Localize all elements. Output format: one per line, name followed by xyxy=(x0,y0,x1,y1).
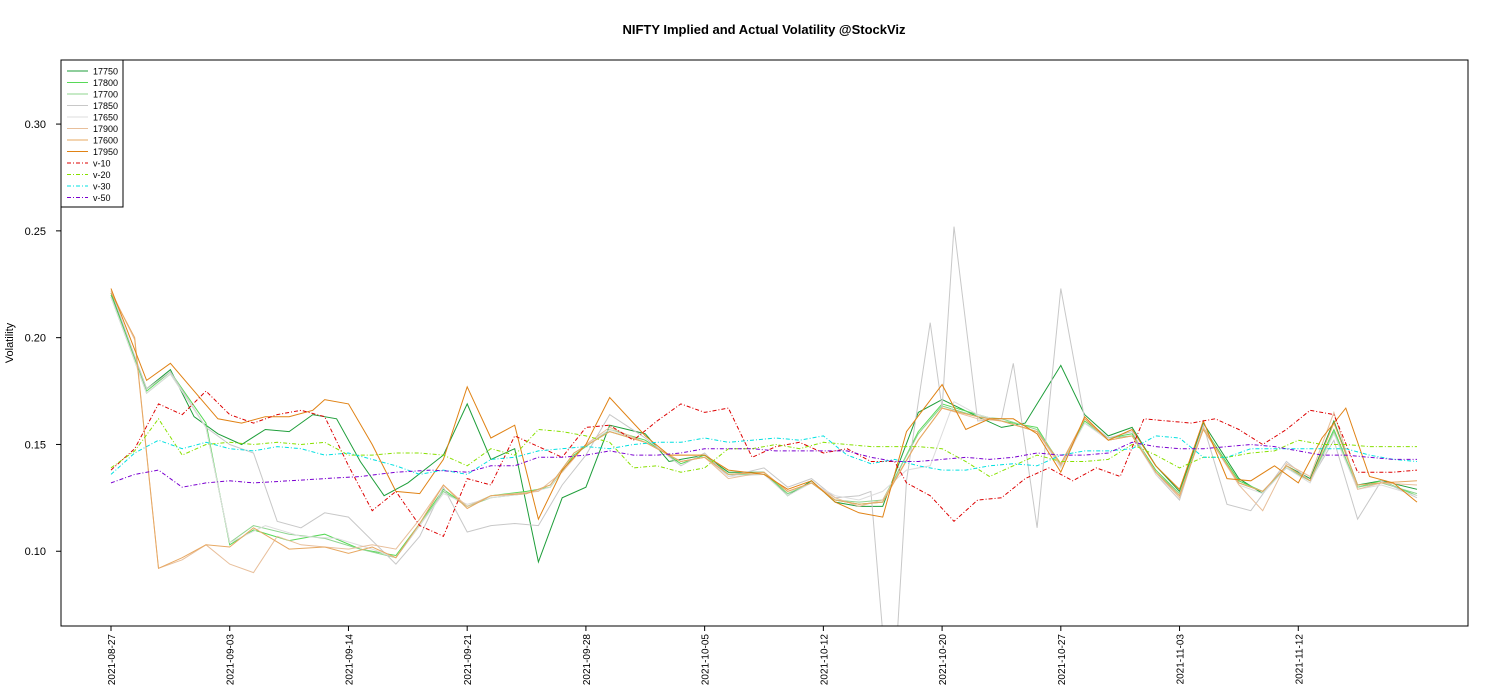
y-axis: 0.10 0.15 0.20 0.25 0.30 xyxy=(25,119,61,558)
x-tick-label: 2021-08-27 xyxy=(107,634,118,686)
x-tick-label: 2021-11-03 xyxy=(1176,634,1187,685)
series-line-v-10 xyxy=(110,390,1418,537)
series-line-17750 xyxy=(110,292,1418,564)
legend-label-17750: 17750 xyxy=(93,67,118,77)
series-layer xyxy=(110,226,1418,626)
x-tick-label: 2021-10-20 xyxy=(938,634,949,686)
legend-label-17850: 17850 xyxy=(93,101,118,111)
series-line-17850 xyxy=(110,226,1418,626)
legend-label-17650: 17650 xyxy=(93,113,118,123)
y-tick-label: 0.15 xyxy=(25,439,46,451)
y-tick-label: 0.30 xyxy=(25,119,46,131)
y-tick-label: 0.25 xyxy=(25,226,46,238)
series-line-17800 xyxy=(110,294,1418,557)
series-line-17650 xyxy=(110,296,1418,559)
x-tick-label: 2021-10-05 xyxy=(701,634,712,686)
legend-label-17600: 17600 xyxy=(93,136,118,146)
legend-label-17900: 17900 xyxy=(93,124,118,134)
series-line-v-50 xyxy=(110,441,1417,488)
series-line-17700 xyxy=(110,296,1418,559)
y-axis-label: Volatility xyxy=(4,322,16,363)
y-tick-label: 0.10 xyxy=(25,546,46,558)
legend-label-v-20: v-20 xyxy=(93,170,111,180)
x-tick-label: 2021-09-03 xyxy=(226,634,237,686)
x-tick-label: 2021-10-12 xyxy=(819,634,830,686)
legend-label-17800: 17800 xyxy=(93,78,118,88)
legend-label-17700: 17700 xyxy=(93,90,118,100)
x-tick-label: 2021-09-28 xyxy=(582,634,593,686)
legend-box xyxy=(60,59,124,208)
x-tick-label: 2021-10-27 xyxy=(1057,634,1068,686)
chart-title: NIFTY Implied and Actual Volatility @Sto… xyxy=(622,22,906,37)
x-axis: 2021-08-27 2021-09-03 2021-09-14 2021-09-21… xyxy=(107,626,1305,685)
series-line-17900 xyxy=(110,290,1418,574)
series-line-17950 xyxy=(110,288,1418,521)
x-tick-label: 2021-11-12 xyxy=(1294,634,1305,685)
x-tick-label: 2021-09-14 xyxy=(344,634,355,686)
y-tick-label: 0.20 xyxy=(25,333,46,345)
legend-label-v-30: v-30 xyxy=(93,182,111,192)
plot-frame xyxy=(60,59,1469,627)
series-line-v-20 xyxy=(110,417,1417,478)
x-tick-label: 2021-09-21 xyxy=(463,634,474,686)
legend-label-17950: 17950 xyxy=(93,147,118,157)
legend-label-v-50: v-50 xyxy=(93,193,111,203)
series-line-17600 xyxy=(110,292,1418,570)
series-line-v-30 xyxy=(110,435,1418,475)
legend-label-v-10: v-10 xyxy=(93,159,111,169)
